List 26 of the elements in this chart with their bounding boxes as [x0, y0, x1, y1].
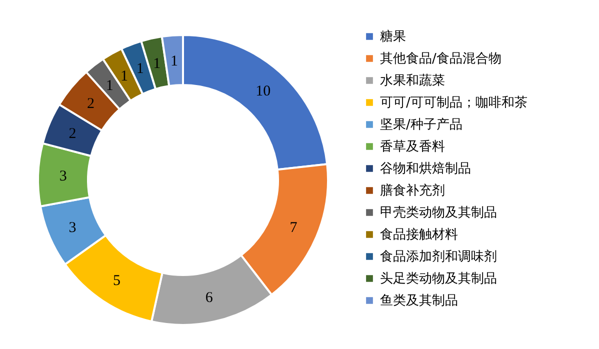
- data-label: 3: [59, 168, 67, 185]
- legend-label: 鱼类及其制品: [380, 294, 458, 308]
- legend-label: 可可/可可制品；咖啡和茶: [380, 96, 528, 110]
- legend-label: 谷物和烘焙制品: [380, 162, 471, 176]
- legend-label: 食品添加剂和调味剂: [380, 248, 497, 264]
- legend-label: 糖果: [380, 30, 406, 44]
- data-label: 3: [68, 220, 76, 236]
- legend-label: 甲壳类动物及其制品: [380, 206, 497, 220]
- data-label: 1: [106, 78, 114, 94]
- legend-label: 坚果/种子产品: [380, 118, 462, 132]
- data-label: 7: [290, 220, 298, 236]
- data-label: 6: [205, 290, 214, 306]
- data-label: 1: [120, 68, 128, 84]
- data-label: 1: [153, 56, 161, 72]
- data-label: 1: [170, 53, 178, 70]
- legend-label: 其他食品/食品混合物: [380, 52, 502, 66]
- legend-label: 膳食补充剂: [380, 182, 445, 198]
- data-label: 1: [136, 60, 144, 77]
- legend-label: 食品接触材料: [380, 228, 458, 242]
- legend-label: 水果和蔬菜: [380, 74, 445, 88]
- data-label: 5: [113, 273, 121, 290]
- legend-label: 香草及香料: [380, 140, 445, 154]
- data-label: 10: [256, 84, 271, 100]
- data-label: 2: [68, 126, 76, 142]
- legend-label: 头足类动物及其制品: [380, 272, 497, 286]
- data-label: 2: [87, 96, 95, 112]
